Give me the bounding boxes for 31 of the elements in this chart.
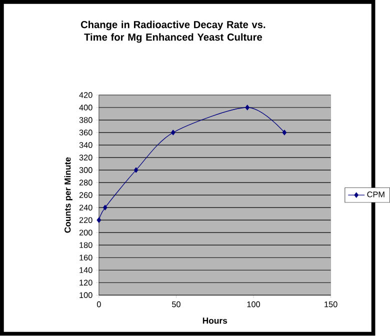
x-tick-label: 100 [247,302,260,308]
x-axis-title: Hours [202,318,228,324]
legend-label: CPM [367,192,384,198]
chart-title: Change in Radioactive Decay Rate vs. Time for Mg Enhanced Yeast Culture [80,20,266,43]
y-tick-label: 400 [79,104,92,111]
x-tick-label: 0 [96,302,101,308]
y-tick-label: 300 [79,167,92,174]
y-tick-label: 160 [80,254,92,261]
point [170,130,176,136]
y-tick-label: 340 [79,142,92,148]
x-tick-label: 50 [172,302,180,308]
x-tick-label: 150 [324,302,338,308]
point [245,104,250,110]
y-tick-label: 120 [80,280,92,286]
y-tick-label: 140 [80,267,92,274]
y-tick-label: 260 [79,192,92,198]
y-axis-title: Counts per Minute [64,157,72,233]
point [282,130,287,136]
point [96,217,102,223]
y-tick-label: 420 [79,92,92,98]
y-tick-label: 220 [79,217,92,224]
y-tick-label: 380 [79,117,92,124]
y-tick-label: 360 [79,130,92,136]
y-tick-label: 200 [79,230,92,236]
y-tick-label: 100 [80,292,92,298]
point [134,167,138,173]
y-tick-label: 180 [80,242,92,248]
y-tick-label: 320 [79,154,92,161]
y-tick-label: 280 [79,180,92,186]
y-tick-label: 240 [79,204,92,211]
point [102,204,108,210]
